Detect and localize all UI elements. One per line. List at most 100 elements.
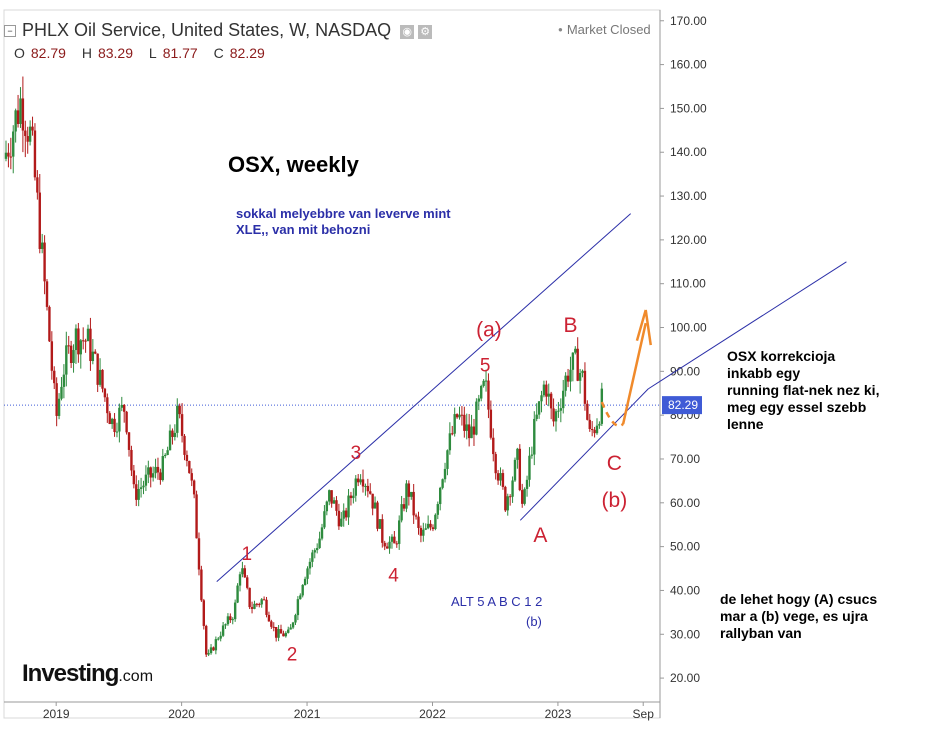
candle-body [123,404,126,412]
candle-body [289,627,292,630]
candle-body [393,536,396,544]
candle-body [72,350,75,364]
note-line: lenne [727,416,764,432]
candle-body [407,483,411,497]
candle-body [135,484,138,500]
candle-body [554,411,558,422]
candle-body [190,473,193,481]
candle-body [81,340,85,342]
candle-body [315,548,319,551]
candle-body [397,520,401,544]
candle-body [426,523,430,529]
candle-body [328,490,331,502]
wave-label: 3 [351,443,362,464]
candle-body [221,625,225,636]
candle-body [115,431,119,433]
candle-body [352,495,355,499]
candle-body [332,500,336,504]
candle-body [279,629,283,634]
candle-body [311,552,314,562]
candle-body [89,328,92,362]
candle-body [535,414,538,419]
candle-body [342,510,345,519]
eye-icon[interactable]: ◉ [400,25,415,39]
wave-label: 1 [242,544,253,565]
candle-body [547,393,550,397]
candle-body [31,126,34,131]
candle-body [354,478,357,496]
wave-label: A [533,524,547,547]
candle-body [600,388,604,424]
candle-body [137,488,140,500]
candle-body [16,110,20,124]
candle-body [241,568,244,575]
candle-body [142,485,145,488]
candle-body [38,192,41,249]
candle-body [86,328,90,342]
candle-body [12,131,15,157]
last-price-label: 82.29 [668,398,698,412]
candle-body [557,410,560,412]
candle-body [277,629,280,638]
candle-body [238,574,242,586]
candle-body [180,414,184,436]
candle-body [299,595,302,600]
collapse-icon[interactable]: − [4,25,16,37]
note-line: OSX korrekcioja [727,348,836,364]
candle-body [574,348,577,353]
candle-body [571,352,575,370]
candle-body [504,486,507,511]
candle-body [161,456,164,481]
candle-body [291,622,295,628]
y-tick-label: 70.00 [670,452,700,466]
candle-body [287,629,290,633]
candle-body [511,480,514,497]
candle-body [369,491,372,494]
open-value: O 82.79 [14,45,66,61]
candle-body [523,488,526,504]
candle-body [378,519,382,529]
candle-body [402,504,406,509]
y-tick-label: 30.00 [670,627,700,641]
candle-body [361,479,365,487]
note-line: inkabb egy [727,365,801,381]
candle-body [340,518,343,527]
chart-header: − PHLX Oil Service, United States, W, NAS… [4,20,433,41]
candle-body [192,480,196,495]
candle-body [593,429,596,434]
candle-body [549,393,553,409]
candle-body [562,390,565,409]
candle-body [320,527,324,539]
candle-body [173,432,177,437]
candle-body [410,491,413,497]
candle-body [381,519,384,543]
candle-body [330,490,333,504]
candle-body [323,511,326,528]
candle-body [202,600,206,626]
candle-body [439,487,442,505]
candle-body [248,587,251,608]
candle-body [132,470,136,485]
candle-body [366,485,370,492]
close-value: C 82.29 [213,45,265,61]
candle-body [467,424,471,439]
candle-body [337,510,341,527]
candle-body [108,413,111,425]
candle-body [518,448,522,491]
candle-body [578,372,582,381]
gear-icon[interactable]: ⚙ [418,25,433,39]
candle-body [7,152,10,157]
candle-body [33,130,37,178]
candle-body [308,561,312,569]
y-tick-label: 160.00 [670,58,707,72]
candle-body [106,397,109,414]
candle-body [542,384,546,396]
candle-body [325,501,329,512]
candle-body [422,529,425,536]
candle-body [475,401,478,435]
note-line: de lehet hogy (A) csucs [720,591,878,607]
candle-body [499,473,502,481]
candle-body [224,624,227,626]
candle-body [530,454,534,456]
candle-body [296,599,300,616]
